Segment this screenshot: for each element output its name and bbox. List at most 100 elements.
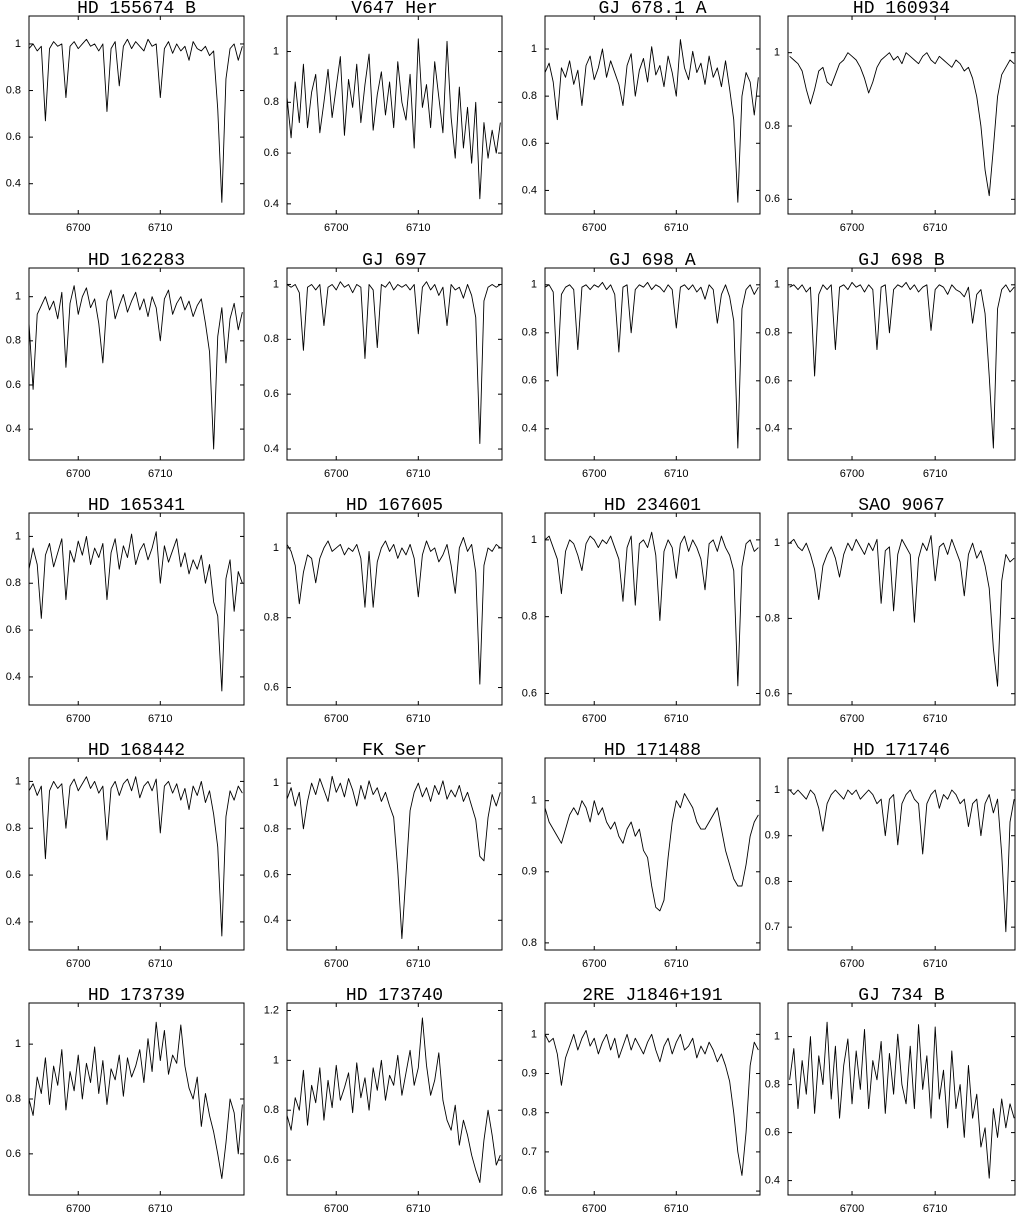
panel-title: GJ 698 A [609,251,696,271]
x-tick-label: 6710 [923,1203,947,1213]
plot-area [545,281,759,449]
panel-title: HD 168442 [88,741,185,761]
plot-frame [286,757,503,951]
x-tick-label: 6700 [582,958,606,970]
panel-title: GJ 698 B [858,251,945,271]
panel-title: FK Ser [362,741,427,761]
y-tick-label: 0.6 [522,375,537,387]
panel: HD 234601 0.6 0.8 1 6700 6710 [522,496,761,725]
plot-area [789,535,1015,687]
y-tick-label: 0.8 [522,1107,537,1119]
y-tick-label: 0.6 [522,1185,537,1197]
y-tick-label: 1 [531,795,537,807]
x-tick-label: 6700 [66,713,90,725]
spectrum-line [287,775,501,940]
y-tick-label: 1 [273,1054,279,1066]
y-tick-label: 0.6 [264,388,279,400]
plot-area [789,789,1015,933]
spectrum-line [545,281,759,449]
x-tick-label: 6700 [324,1203,348,1213]
y-tick-label: 1 [15,530,21,542]
x-tick-label: 6700 [840,713,864,725]
y-tick-label: 0.8 [522,611,537,623]
y-tick-label: 0.4 [264,443,279,455]
y-tick-label: 1 [531,1028,537,1040]
y-tick-label: 0.6 [6,624,21,636]
spectrum-line [29,531,243,692]
spectrum-line [789,789,1015,933]
panel-title: GJ 697 [362,251,427,271]
y-tick-label: 1 [15,38,21,50]
spectrum-line [545,1029,759,1176]
y-tick-label: 1 [774,784,780,796]
y-tick-label: 0.6 [6,869,21,881]
y-tick-label: 0.6 [6,1148,21,1160]
y-tick-label: 1 [273,777,279,789]
panel: 2RE J1846+191 0.6 0.7 0.8 0.9 1 6700 6710 [522,986,761,1213]
plot-area [29,776,243,937]
plot-area [29,1021,243,1179]
spectrum-line [545,531,759,687]
plot-frame [286,15,503,215]
y-tick-label: 1 [531,43,537,55]
spectrum-line [29,1021,243,1179]
y-tick-label: 1 [531,279,537,291]
spectrum-line [287,38,501,200]
plot-frame [787,512,1016,706]
x-tick-label: 6710 [406,468,430,480]
x-tick-label: 6710 [923,713,947,725]
panel: HD 165341 0.4 0.6 0.8 1 6700 6710 [6,496,245,725]
spectrum-line [29,38,243,203]
y-tick-label: 0.8 [765,612,780,624]
x-tick-label: 6710 [148,958,172,970]
y-tick-label: 1 [774,279,780,291]
y-tick-label: 0.4 [264,198,279,210]
x-tick-label: 6710 [923,222,947,234]
y-tick-label: 0.4 [765,1175,780,1187]
spectrum-line [789,1021,1015,1179]
panel: V647 Her 0.4 0.6 0.8 1 6700 6710 [264,0,503,234]
y-tick-label: 0.4 [6,178,21,190]
plot-area [287,281,501,444]
y-tick-label: 0.6 [765,1127,780,1139]
spectrum-line [287,536,501,685]
plot-area [29,531,243,692]
y-tick-label: 0.6 [264,147,279,159]
panel-title: HD 165341 [88,496,185,516]
spectrum-line [287,281,501,444]
spectrum-line [789,52,1015,197]
plot-frame [28,757,245,951]
y-tick-label: 0.6 [522,137,537,149]
panel-title: HD 173739 [88,986,185,1006]
x-tick-label: 6700 [66,222,90,234]
spectrum-line [789,281,1015,449]
panel: HD 155674 B 0.4 0.6 0.8 1 6700 6710 [6,0,245,234]
plot-frame [787,757,1016,951]
panel-title: HD 173740 [346,986,443,1006]
plot-frame [544,512,761,706]
x-tick-label: 6710 [148,222,172,234]
x-tick-label: 6700 [324,468,348,480]
plot-area [789,1021,1015,1179]
y-tick-label: 0.9 [765,830,780,842]
plot-frame [28,1002,245,1196]
x-tick-label: 6710 [664,1203,688,1213]
y-tick-label: 0.8 [765,875,780,887]
y-tick-label: 0.8 [264,1104,279,1116]
y-tick-label: 1 [15,291,21,303]
y-tick-label: 0.8 [6,577,21,589]
y-tick-label: 0.4 [765,423,780,435]
y-tick-label: 1 [15,1038,21,1050]
y-tick-label: 0.8 [264,612,279,624]
x-tick-label: 6710 [148,1203,172,1213]
panel: HD 173740 0.6 0.8 1 1.2 6700 6710 [264,986,503,1213]
x-tick-label: 6700 [840,222,864,234]
spectrum-line [29,285,243,450]
y-tick-label: 1 [774,47,780,59]
plot-area [287,38,501,200]
y-tick-label: 0.8 [765,120,780,132]
x-tick-label: 6700 [66,1203,90,1213]
y-tick-label: 1 [774,1031,780,1043]
plot-frame [544,1002,761,1196]
panel-title: HD 171746 [853,741,950,761]
